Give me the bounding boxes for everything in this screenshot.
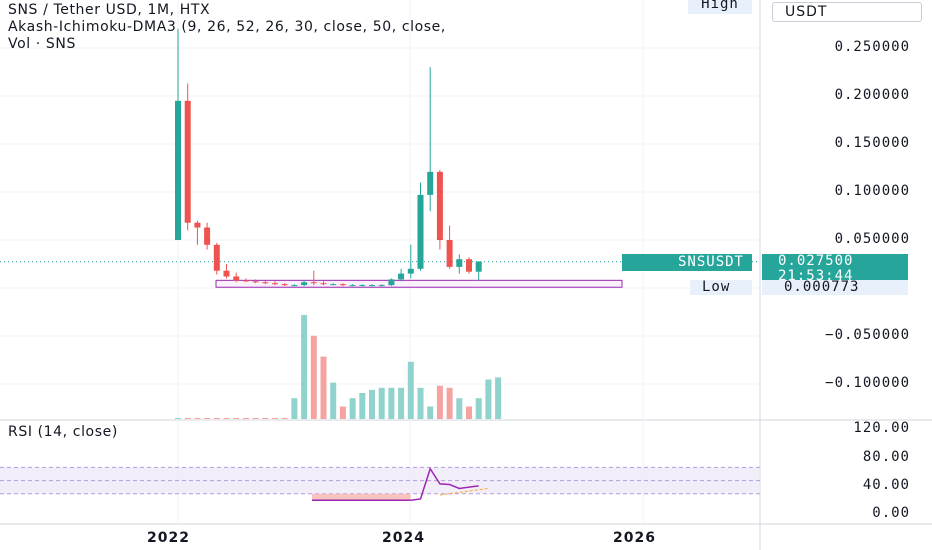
countdown-value: 21:53:44 bbox=[778, 268, 854, 284]
volume-bar bbox=[446, 387, 453, 419]
candle-body bbox=[252, 281, 259, 283]
candle-body bbox=[262, 282, 269, 284]
price-axis-label: 0.050000 bbox=[834, 231, 910, 247]
volume-bar bbox=[339, 406, 346, 419]
low-tag: Low bbox=[690, 280, 752, 295]
candle-body bbox=[446, 240, 453, 267]
volume-bar bbox=[291, 398, 298, 419]
volume-bar bbox=[378, 387, 385, 419]
rsi-line bbox=[410, 466, 479, 502]
volume-bar bbox=[233, 417, 240, 419]
candle-body bbox=[272, 283, 278, 285]
volume-bar bbox=[184, 417, 191, 419]
volume-bar bbox=[330, 382, 337, 419]
candle-body bbox=[204, 227, 211, 245]
price-axis-label: −0.100000 bbox=[825, 375, 910, 391]
currency-button[interactable]: USDT bbox=[772, 2, 922, 22]
volume-bar bbox=[194, 417, 201, 419]
candle-body bbox=[466, 259, 472, 272]
volume-bar bbox=[485, 379, 492, 419]
volume-bar bbox=[456, 398, 463, 419]
volume-bar bbox=[436, 385, 443, 419]
rsi-axis-label: 120.00 bbox=[853, 420, 910, 436]
candle-body bbox=[436, 171, 443, 240]
volume-bar bbox=[301, 315, 308, 419]
volume-bar bbox=[388, 387, 395, 419]
volume-bar bbox=[272, 417, 278, 419]
candle-body bbox=[184, 100, 191, 223]
price-axis-label: 0.100000 bbox=[834, 183, 910, 199]
last-price-value: 0.027500 bbox=[778, 253, 854, 269]
volume-bar bbox=[369, 389, 375, 419]
candle-body bbox=[233, 276, 240, 281]
candle-body bbox=[417, 194, 424, 269]
support-zone bbox=[215, 279, 623, 288]
volume-bar bbox=[349, 398, 356, 419]
volume-bar bbox=[475, 398, 482, 419]
candle-body bbox=[291, 285, 298, 287]
candle-body bbox=[339, 284, 346, 286]
rsi-axis-label: 80.00 bbox=[862, 449, 910, 465]
candle-body bbox=[330, 284, 337, 286]
volume-bar bbox=[213, 417, 220, 419]
symbol-tag: SNSUSDT bbox=[622, 254, 752, 271]
volume-bar bbox=[281, 417, 288, 419]
volume-bar bbox=[398, 387, 405, 419]
candle-body bbox=[475, 261, 482, 272]
volume-bar bbox=[252, 417, 259, 419]
rsi-legend[interactable]: RSI (14, close) bbox=[8, 424, 118, 440]
volume-bar bbox=[427, 406, 434, 419]
candle-body bbox=[369, 285, 375, 287]
candle-body bbox=[242, 280, 249, 282]
candle-body bbox=[427, 171, 434, 195]
candle-body bbox=[398, 273, 405, 280]
rsi-oversold-fill bbox=[312, 493, 411, 501]
chart-title: SNS / Tether USD, 1M, HTX bbox=[8, 2, 211, 18]
volume-bar bbox=[495, 377, 502, 419]
volume-bar bbox=[262, 417, 269, 419]
high-tag: High bbox=[688, 0, 752, 14]
volume-bar bbox=[359, 393, 366, 419]
candle-body bbox=[194, 222, 201, 228]
volume-bar bbox=[223, 417, 230, 419]
time-axis-label: 2024 bbox=[382, 530, 425, 546]
time-axis-label: 2022 bbox=[147, 530, 190, 546]
rsi-axis-label: 40.00 bbox=[862, 477, 910, 493]
volume-bar bbox=[407, 361, 414, 419]
candle-body bbox=[213, 244, 220, 271]
rsi-axis-label: 0.00 bbox=[872, 505, 910, 521]
price-axis-label: −0.050000 bbox=[825, 327, 910, 343]
candle-body bbox=[407, 268, 414, 274]
candle-body bbox=[349, 285, 356, 287]
candle-body bbox=[378, 285, 385, 287]
low-value-tag: 0.000773 bbox=[762, 280, 908, 295]
time-axis-label: 2026 bbox=[613, 530, 656, 546]
price-axis-label: 0.250000 bbox=[834, 39, 910, 55]
volume-bar bbox=[466, 406, 472, 419]
price-axis-label: 0.200000 bbox=[834, 87, 910, 103]
volume-bar bbox=[242, 417, 249, 419]
volume-bar bbox=[175, 417, 181, 419]
price-axis-label: 0.150000 bbox=[834, 135, 910, 151]
candle-body bbox=[310, 282, 317, 284]
indicator-legend[interactable]: Akash-Ichimoku-DMA3 (9, 26, 52, 26, 30, … bbox=[8, 19, 446, 35]
candle-body bbox=[359, 285, 366, 287]
volume-bar bbox=[320, 356, 327, 419]
candle-body bbox=[456, 259, 463, 267]
candle-body bbox=[175, 100, 181, 240]
volume-bar bbox=[417, 387, 424, 419]
candle-body bbox=[388, 279, 395, 286]
candle-body bbox=[301, 282, 308, 286]
candle-body bbox=[320, 283, 327, 285]
rsi-trend-line bbox=[439, 487, 489, 496]
candle-body bbox=[281, 284, 288, 286]
volume-legend[interactable]: Vol · SNS bbox=[8, 36, 76, 52]
volume-bar bbox=[310, 335, 317, 419]
volume-bar bbox=[204, 417, 211, 419]
candle-body bbox=[223, 270, 230, 277]
